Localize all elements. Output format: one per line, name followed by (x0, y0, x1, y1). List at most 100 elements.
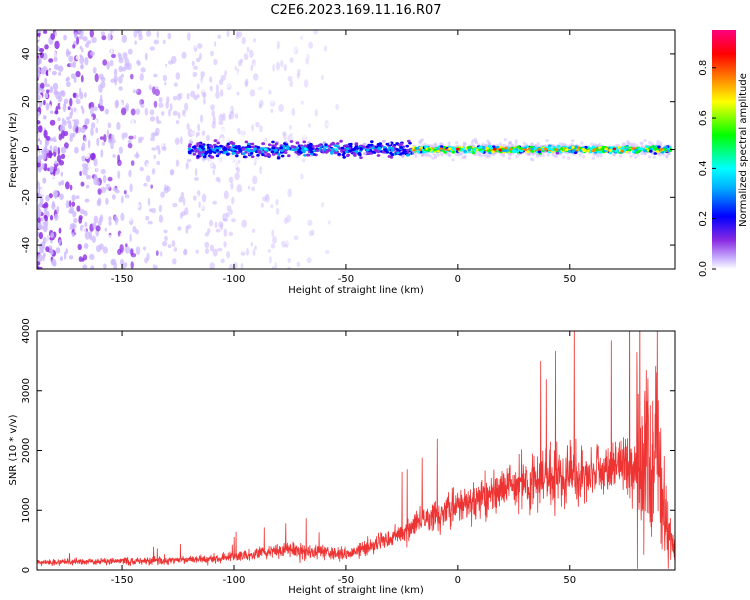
heatmap-cell (364, 223, 369, 231)
heatmap-cell (324, 143, 328, 147)
heatmap-cell (101, 35, 107, 41)
heatmap-cell (37, 167, 42, 173)
heatmap-cell (83, 243, 89, 249)
heatmap-cell (55, 184, 60, 191)
heatmap-cell (84, 74, 88, 80)
heatmap-cell (249, 89, 256, 97)
heatmap-cell (272, 192, 278, 199)
heatmap-cell (219, 150, 224, 154)
heatmap-cell (380, 59, 386, 64)
heatmap-cell (376, 150, 381, 154)
heatmap-cell (333, 151, 338, 155)
heatmap-cell (51, 114, 57, 119)
heatmap-cell (211, 42, 215, 48)
heatmap-cell (323, 64, 328, 73)
heatmap-cell (264, 130, 268, 134)
heatmap-cell (359, 102, 364, 109)
heatmap-cell (427, 148, 432, 151)
heatmap-cell (246, 48, 251, 57)
heatmap-cell (133, 135, 137, 140)
heatmap-cell (172, 117, 177, 124)
heatmap-cell (619, 154, 623, 158)
heatmap-cell (209, 76, 213, 83)
heatmap-cell (384, 235, 389, 243)
heatmap-cell (245, 78, 249, 87)
heatmap-cell (172, 258, 177, 265)
heatmap-cell (342, 242, 347, 248)
heatmap-cell (133, 30, 138, 38)
heatmap-cell (353, 206, 357, 216)
heatmap-cell (144, 98, 150, 104)
heatmap-cell (343, 104, 349, 112)
heatmap-cell (113, 68, 118, 77)
heatmap-cell (226, 145, 231, 149)
heatmap-cell (232, 48, 236, 58)
heatmap-cell (41, 163, 45, 169)
heatmap-cell (626, 139, 630, 143)
heatmap-cell (248, 55, 252, 63)
heatmap-cell (75, 109, 79, 116)
heatmap-cell (89, 153, 94, 161)
heatmap-cell (197, 123, 201, 132)
heatmap-cell (92, 222, 97, 229)
heatmap-cell (51, 70, 57, 76)
heatmap-cell (45, 135, 51, 141)
heatmap-cell (79, 87, 82, 96)
heatmap-cell (118, 75, 123, 84)
heatmap-cell (329, 209, 335, 218)
heatmap-cell (195, 249, 199, 254)
heatmap-cell (74, 160, 79, 168)
heatmap-cell (480, 154, 484, 158)
heatmap-cell (108, 234, 113, 239)
heatmap-cell (71, 232, 75, 238)
heatmap-cell (409, 158, 413, 162)
heatmap-cell (297, 68, 301, 76)
heatmap-cell (358, 165, 362, 169)
heatmap-cell (326, 122, 330, 127)
heatmap-cell (365, 56, 371, 61)
heatmap-cell (111, 134, 115, 140)
heatmap-cell (364, 71, 369, 79)
heatmap-cell (260, 168, 267, 174)
heatmap-cell (153, 73, 158, 78)
heatmap-cell (207, 146, 211, 150)
heatmap-cell (221, 32, 224, 37)
heatmap-cell (192, 145, 197, 149)
heatmap-cell (303, 107, 307, 114)
heatmap-cell (73, 217, 78, 224)
heatmap-cell (272, 135, 276, 139)
heatmap-cell (37, 87, 40, 96)
heatmap-cell (80, 126, 86, 134)
heatmap-cell (489, 146, 494, 150)
heatmap-cell (530, 142, 534, 146)
heatmap-cell (228, 231, 234, 236)
heatmap-cell (386, 212, 391, 220)
heatmap-cell (316, 246, 321, 251)
heatmap-cell (272, 87, 277, 96)
heatmap-cell (354, 190, 361, 196)
heatmap-cell (95, 225, 101, 232)
heatmap-cell (282, 131, 287, 137)
heatmap-cell (346, 79, 351, 88)
heatmap-cell (327, 256, 331, 261)
heatmap-cell (341, 234, 344, 240)
heatmap-cell (37, 217, 41, 224)
heatmap-cell (125, 102, 129, 112)
heatmap-cell (45, 102, 50, 111)
heatmap-cell (37, 30, 42, 34)
heatmap-cell (245, 148, 249, 151)
heatmap-cell (193, 65, 199, 70)
heatmap-cell (648, 155, 652, 159)
heatmap-cell (80, 181, 85, 187)
heatmap-cell (170, 195, 174, 204)
heatmap-cell (117, 248, 122, 255)
heatmap-cell (100, 123, 103, 131)
heatmap-cell (315, 122, 320, 128)
heatmap-cell (312, 101, 317, 110)
heatmap-cell (415, 147, 420, 150)
heatmap-cell (296, 167, 300, 171)
heatmap-cell (100, 186, 107, 193)
heatmap-cell (128, 135, 134, 140)
heatmap-cell (242, 166, 246, 170)
heatmap-cell (192, 181, 197, 187)
